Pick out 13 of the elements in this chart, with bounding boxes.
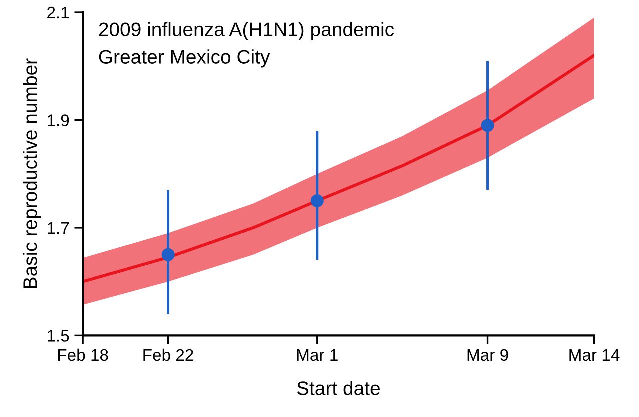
x-tick-label: Mar 9 <box>468 349 508 362</box>
y-tick-label: 1.9 <box>48 114 70 126</box>
x-tick-label: Feb 18 <box>58 348 108 362</box>
chart-title: 2009 influenza A(H1N1) pandemic <box>99 22 394 40</box>
y-tick-label: 1.5 <box>48 330 70 342</box>
x-tick-label: Mar 1 <box>297 349 338 362</box>
x-tick-label: Mar 14 <box>570 349 620 362</box>
y-tick-label: 2.1 <box>48 6 70 19</box>
y-tick-label: 1.7 <box>48 222 70 234</box>
y-axis-title: Basic reproductive number <box>23 58 42 288</box>
x-axis-title: Start date <box>297 381 380 396</box>
x-tick-label: Feb 22 <box>144 348 194 362</box>
text: Greater Mexico City <box>99 50 270 68</box>
